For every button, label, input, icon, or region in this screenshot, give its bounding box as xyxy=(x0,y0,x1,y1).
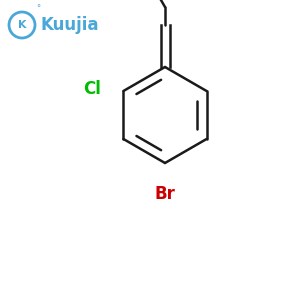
Text: °: ° xyxy=(36,4,40,13)
Text: K: K xyxy=(18,20,26,30)
Text: Cl: Cl xyxy=(84,80,101,98)
Text: Kuujia: Kuujia xyxy=(40,16,98,34)
Text: Br: Br xyxy=(154,185,176,203)
